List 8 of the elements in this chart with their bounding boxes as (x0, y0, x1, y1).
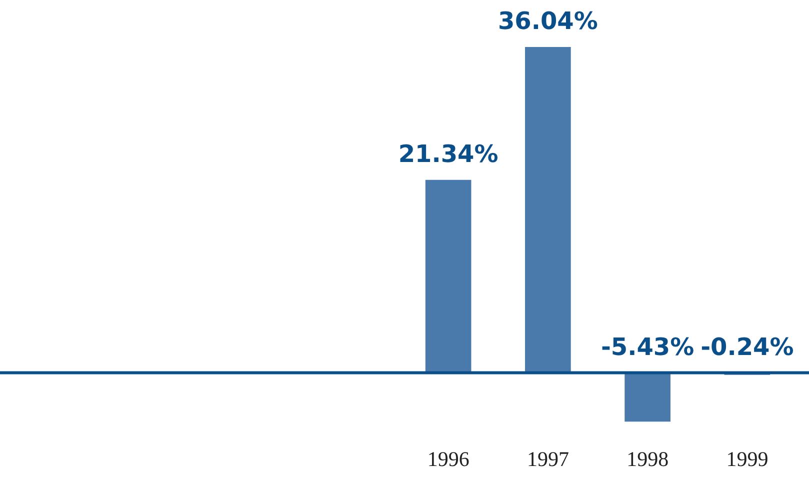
x-tick-label: 1997 (526, 446, 569, 471)
data-label: -0.24% (700, 332, 794, 361)
x-tick-label: 1996 (427, 446, 470, 471)
x-tick-label: 1998 (626, 446, 669, 471)
data-label: 21.34% (398, 140, 498, 168)
data-label: 36.04% (498, 7, 598, 36)
data-label: -5.43% (600, 332, 694, 361)
x-tick-label: 1999 (726, 446, 768, 471)
